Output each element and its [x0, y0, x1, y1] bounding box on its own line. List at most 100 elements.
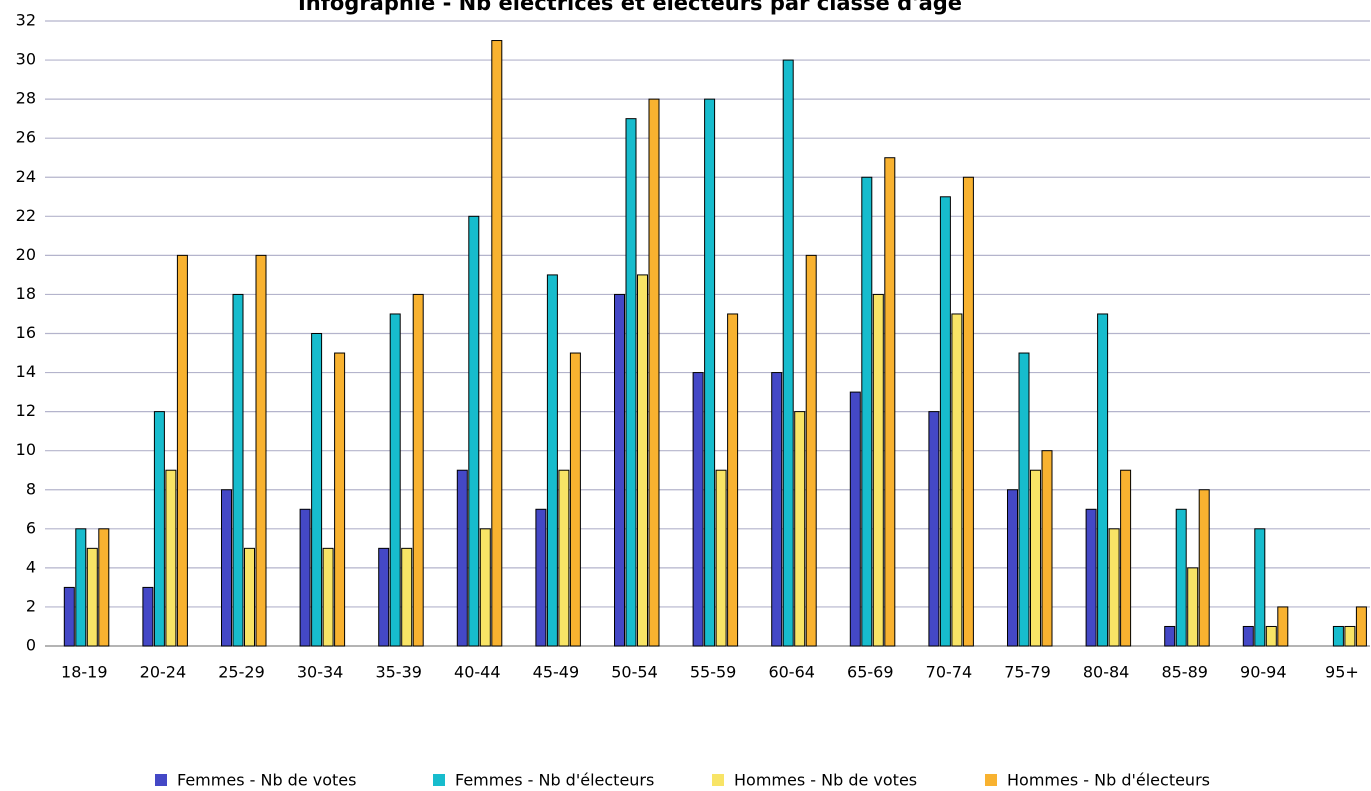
y-tick-label: 18	[16, 284, 36, 303]
bar	[389, 313, 401, 647]
bar	[142, 586, 154, 647]
bar	[86, 547, 98, 647]
bar	[479, 528, 491, 647]
bar	[334, 352, 346, 647]
bar	[255, 254, 267, 647]
bar	[221, 489, 232, 647]
x-tick-label: 20-24	[140, 663, 187, 682]
bar	[1097, 313, 1109, 647]
bar	[614, 293, 625, 647]
bar	[1175, 508, 1187, 647]
bar	[558, 469, 570, 647]
y-tick-label: 26	[16, 128, 36, 147]
bar	[244, 547, 255, 647]
x-tick-label: 50-54	[611, 663, 658, 682]
bar	[378, 547, 390, 647]
bar	[861, 176, 873, 647]
x-tick-label: 85-89	[1161, 663, 1208, 682]
bar	[1355, 606, 1367, 647]
x-tick-label: 60-64	[768, 663, 815, 682]
bar	[1344, 625, 1356, 647]
bar	[939, 196, 951, 647]
y-tick-label: 12	[16, 401, 36, 420]
x-tick-label: 70-74	[926, 663, 973, 682]
bar	[648, 98, 660, 647]
y-tick-label: 2	[26, 596, 36, 615]
bar	[872, 293, 884, 647]
x-tick-label: 30-34	[297, 663, 344, 682]
bar	[1085, 508, 1097, 647]
bar	[794, 411, 806, 647]
bar	[625, 118, 637, 647]
x-tick-label: 80-84	[1083, 663, 1130, 682]
bar	[805, 254, 817, 647]
bar	[692, 372, 704, 647]
bar	[456, 469, 468, 647]
bar	[1187, 567, 1199, 647]
bar	[1332, 625, 1344, 647]
y-tick-label: 14	[16, 362, 36, 381]
bar	[1277, 606, 1289, 647]
bar	[232, 293, 244, 647]
bar	[1108, 528, 1120, 647]
bar	[322, 547, 334, 647]
y-tick-label: 20	[16, 245, 36, 264]
x-tick-label: 25-29	[218, 663, 265, 682]
y-tick-label: 30	[16, 50, 36, 69]
bar	[491, 40, 503, 647]
bar	[951, 313, 963, 647]
bar	[153, 411, 165, 647]
x-tick-label: 18-19	[61, 663, 108, 682]
bar	[569, 352, 581, 647]
bar	[1030, 469, 1041, 647]
bar	[401, 547, 413, 647]
bar	[412, 293, 424, 647]
bar	[468, 215, 480, 647]
bar	[1242, 625, 1254, 647]
legend-swatch	[433, 774, 445, 786]
bar	[535, 508, 547, 647]
x-tick-label: 65-69	[847, 663, 894, 682]
y-tick-label: 28	[16, 89, 36, 108]
chart-title: Infographie - Nb électrices et électeurs…	[298, 0, 962, 15]
bar	[1164, 625, 1176, 647]
bar	[1018, 352, 1030, 647]
y-tick-label: 10	[16, 440, 36, 459]
x-tick-label: 40-44	[454, 663, 501, 682]
bar	[165, 469, 177, 647]
bar	[311, 333, 323, 647]
bar	[704, 98, 716, 647]
bar	[1198, 489, 1210, 647]
y-tick-label: 0	[26, 636, 36, 655]
bar	[962, 176, 974, 647]
bar	[884, 157, 896, 647]
x-tick-label: 55-59	[690, 663, 737, 682]
legend-swatch	[712, 774, 724, 786]
bar	[715, 469, 727, 647]
bar	[1120, 469, 1132, 647]
bar	[546, 274, 558, 647]
y-tick-label: 8	[26, 479, 36, 498]
bar	[1007, 489, 1018, 647]
bar	[849, 391, 861, 647]
bar	[75, 528, 87, 647]
y-tick-label: 32	[16, 11, 36, 30]
x-tick-label: 35-39	[375, 663, 422, 682]
legend-label: Femmes - Nb d'électeurs	[455, 771, 654, 790]
legend-swatch	[985, 774, 997, 786]
bar	[176, 254, 188, 647]
x-tick-label: 95+	[1325, 663, 1359, 682]
legend-label: Hommes - Nb d'électeurs	[1007, 771, 1210, 790]
bar	[782, 59, 794, 647]
y-tick-label: 6	[26, 518, 36, 537]
bar	[1254, 528, 1266, 647]
y-tick-label: 4	[26, 557, 36, 576]
x-tick-label: 45-49	[533, 663, 580, 682]
bar	[98, 528, 110, 647]
bar	[928, 411, 940, 647]
bar	[1041, 450, 1053, 647]
y-tick-label: 16	[16, 323, 36, 342]
y-tick-label: 24	[16, 167, 36, 186]
legend-label: Femmes - Nb de votes	[177, 771, 356, 790]
